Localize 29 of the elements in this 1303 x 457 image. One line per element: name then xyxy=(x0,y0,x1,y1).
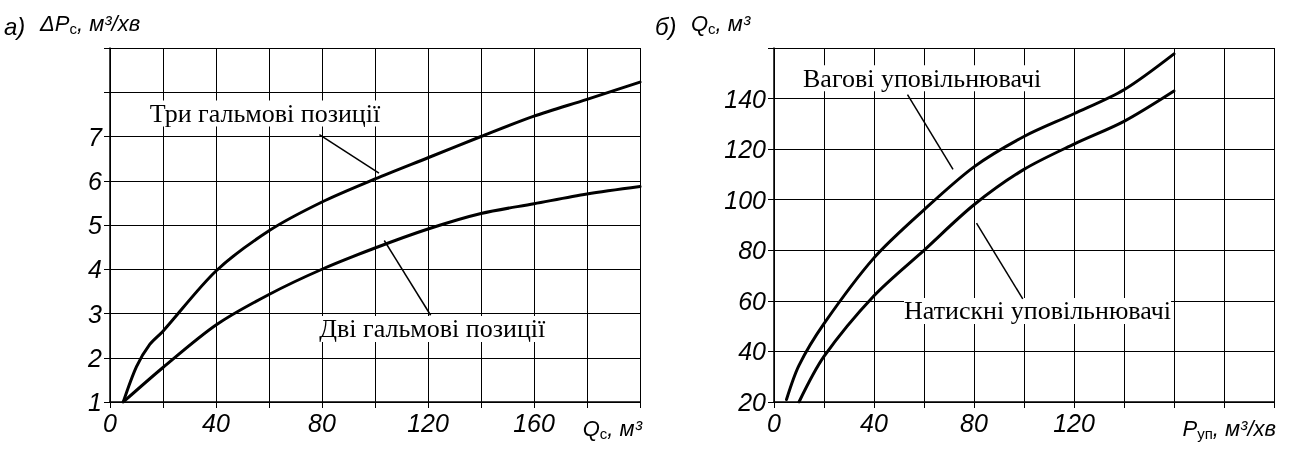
y-tick-label: 80 xyxy=(738,236,767,265)
x-tick-label: 120 xyxy=(1053,408,1095,437)
y-tick-label: 100 xyxy=(724,185,767,214)
y-tick-label: 140 xyxy=(724,84,767,113)
series-label: Три гальмові позиції xyxy=(149,98,382,128)
x-tick-label: 80 xyxy=(308,408,336,437)
y-tick-label: 3 xyxy=(88,299,103,328)
series-label: Натискні уповільнювачі xyxy=(904,296,1172,326)
y-tick-label: 20 xyxy=(737,388,767,416)
y-tick-label: 5 xyxy=(88,211,103,239)
y-tick-label: 2 xyxy=(87,343,103,372)
chart-title: б) xyxy=(655,12,677,40)
x-tick-label: 0 xyxy=(103,408,118,437)
y-tick-label: 120 xyxy=(724,135,767,164)
y-tick-label: 4 xyxy=(88,255,102,284)
x-tick-label: 160 xyxy=(513,408,555,437)
y-tick-label: 40 xyxy=(738,337,767,366)
series-label: Дві гальмові позиції xyxy=(319,314,547,344)
x-tick-label: 80 xyxy=(960,408,988,437)
y-tick-label: 60 xyxy=(738,286,767,315)
y-tick-label: 1 xyxy=(88,388,102,416)
chart-title: а) xyxy=(4,12,26,40)
y-tick-label: 6 xyxy=(88,166,103,195)
x-tick-label: 40 xyxy=(860,408,888,437)
x-tick-label: 40 xyxy=(202,408,230,437)
series-label: Вагові уповільнювачі xyxy=(803,63,1042,93)
x-tick-label: 0 xyxy=(767,408,782,437)
x-tick-label: 120 xyxy=(407,408,449,437)
y-tick-label: 7 xyxy=(88,122,104,151)
